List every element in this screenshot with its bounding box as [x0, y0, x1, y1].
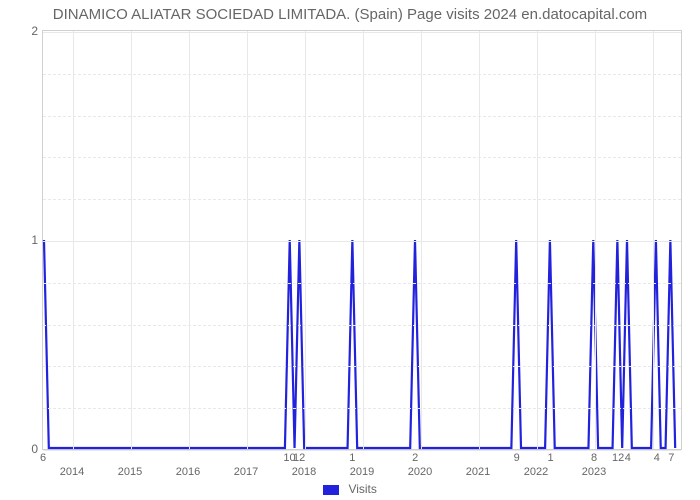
legend-label: Visits — [348, 482, 376, 496]
x-year-label: 2020 — [408, 466, 432, 478]
value-label: 1 — [349, 452, 355, 464]
x-year-label: 2018 — [292, 466, 316, 478]
x-year-label: 2017 — [234, 466, 258, 478]
value-label: 1 — [547, 452, 553, 464]
y-tick-label: 0 — [31, 442, 38, 456]
x-year-label: 2015 — [118, 466, 142, 478]
x-year-label: 2016 — [176, 466, 200, 478]
value-label: 9 — [514, 452, 520, 464]
value-label: 2 — [412, 452, 418, 464]
value-label: 7 — [668, 452, 674, 464]
value-label: 4 — [654, 452, 660, 464]
visits-line-series — [43, 31, 681, 449]
x-year-label: 2019 — [350, 466, 374, 478]
legend: Visits — [0, 482, 700, 496]
y-tick-label: 2 — [31, 24, 38, 38]
plot-area — [42, 30, 682, 450]
chart-title: DINAMICO ALIATAR SOCIEDAD LIMITADA. (Spa… — [0, 6, 700, 23]
value-label: 4 — [625, 452, 631, 464]
value-label: 12 — [612, 452, 624, 464]
value-label: 6 — [40, 452, 46, 464]
value-label: 8 — [591, 452, 597, 464]
x-year-label: 2023 — [582, 466, 606, 478]
value-label: 12 — [293, 452, 305, 464]
legend-swatch — [323, 485, 339, 495]
x-year-label: 2021 — [466, 466, 490, 478]
x-year-label: 2022 — [524, 466, 548, 478]
visits-chart: DINAMICO ALIATAR SOCIEDAD LIMITADA. (Spa… — [0, 0, 700, 500]
x-year-label: 2014 — [60, 466, 84, 478]
y-tick-label: 1 — [31, 233, 38, 247]
